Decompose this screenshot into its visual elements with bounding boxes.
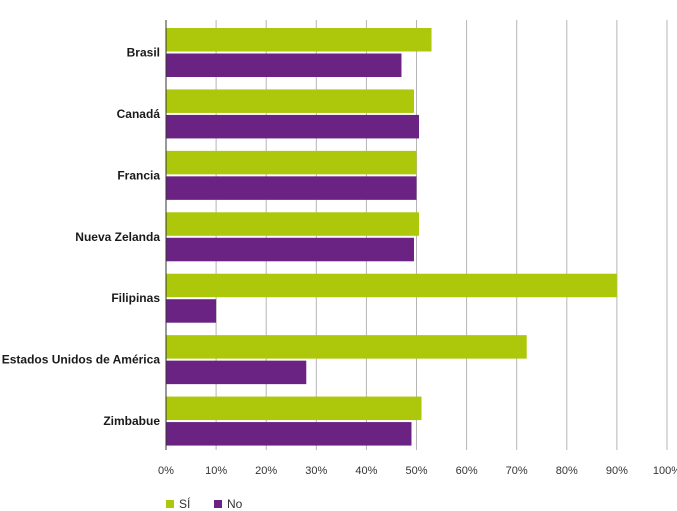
bars bbox=[166, 28, 617, 446]
x-tick-label: 0% bbox=[158, 465, 174, 477]
bar-si bbox=[166, 150, 417, 175]
bar-si bbox=[166, 396, 422, 421]
bar-no bbox=[166, 422, 412, 446]
bar-si bbox=[166, 273, 617, 298]
category-labels: Brasil Canadá Francia Nueva Zelanda Filipina… bbox=[2, 46, 161, 429]
x-tick-label: 50% bbox=[405, 465, 427, 477]
x-tick-label: 100% bbox=[653, 465, 677, 477]
bar-no bbox=[166, 299, 217, 323]
category-label: Estados Unidos de América bbox=[2, 353, 161, 367]
legend: SÍ No bbox=[166, 496, 243, 511]
category-label: Francia bbox=[117, 168, 160, 182]
x-tick-label: 30% bbox=[305, 465, 327, 477]
bar-si bbox=[166, 212, 420, 236]
x-tick-label: 40% bbox=[355, 465, 377, 477]
bar-si bbox=[166, 89, 414, 113]
category-label: Brasil bbox=[127, 46, 160, 60]
category-label: Nueva Zelanda bbox=[75, 230, 160, 244]
legend-swatch bbox=[214, 500, 222, 508]
x-tick-labels: 0% 10% 20% 30% 40% 50% 60% 70% 80% 90% 100% bbox=[158, 465, 677, 477]
bar-no bbox=[166, 114, 420, 139]
category-label: Canadá bbox=[117, 107, 161, 121]
legend-label: SÍ bbox=[179, 496, 191, 511]
bar-si bbox=[166, 335, 527, 359]
bar-no bbox=[166, 360, 307, 385]
x-tick-label: 60% bbox=[456, 465, 478, 477]
category-label: Filipinas bbox=[111, 291, 160, 305]
bar-no bbox=[166, 53, 402, 77]
bar-no bbox=[166, 176, 417, 200]
legend-label: No bbox=[227, 497, 243, 511]
x-tick-label: 20% bbox=[255, 465, 277, 477]
x-tick-label: 90% bbox=[606, 465, 628, 477]
x-tick-label: 10% bbox=[205, 465, 227, 477]
category-label: Zimbabue bbox=[103, 414, 160, 428]
legend-swatch bbox=[166, 500, 174, 508]
x-tick-label: 80% bbox=[556, 465, 578, 477]
x-tick-label: 70% bbox=[506, 465, 528, 477]
bar-si bbox=[166, 28, 432, 52]
bar-no bbox=[166, 237, 414, 262]
